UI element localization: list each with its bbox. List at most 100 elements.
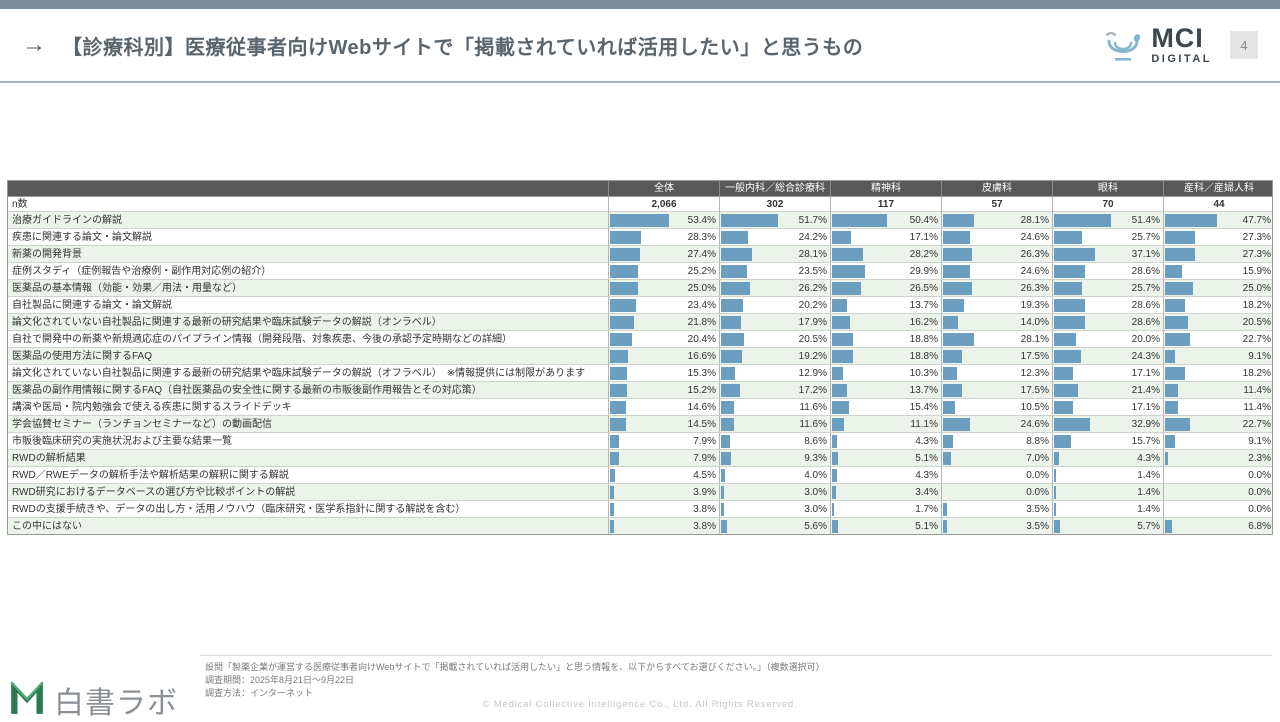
row-label: 自社製品に関連する論文・論文解説 bbox=[12, 300, 172, 311]
value: 15.2% bbox=[687, 385, 716, 396]
data-cell: 28.2% bbox=[830, 246, 941, 262]
bar bbox=[721, 248, 752, 261]
data-cell: 37.1% bbox=[1052, 246, 1163, 262]
data-cell: 28.1% bbox=[719, 246, 830, 262]
bar bbox=[832, 231, 851, 244]
bar bbox=[721, 435, 731, 448]
bar bbox=[610, 452, 619, 465]
data-cell: 7.0% bbox=[941, 450, 1052, 466]
value: 27.3% bbox=[1242, 232, 1271, 243]
value: 1.4% bbox=[1137, 470, 1160, 481]
bar bbox=[943, 316, 959, 329]
value: 0.0% bbox=[1248, 504, 1271, 515]
value: 18.2% bbox=[1242, 300, 1271, 311]
n-value: 2,066 bbox=[608, 197, 719, 212]
bar bbox=[610, 486, 615, 499]
bar bbox=[832, 367, 844, 380]
data-cell: 0.0% bbox=[941, 484, 1052, 500]
bar bbox=[943, 435, 953, 448]
table-row: 治療ガイドラインの解説 53.4% 51.7% 50.4% 28.1% 51.4% 47.7… bbox=[8, 211, 1272, 228]
table-row: この中にはない 3.8% 5.6% 5.1% 3.5% 5.7% 6.8% bbox=[8, 517, 1272, 534]
page-number-badge: 4 bbox=[1230, 31, 1258, 59]
data-cell: 28.6% bbox=[1052, 314, 1163, 330]
row-label: 症例スタディ（症例報告や治療例・副作用対応例の紹介） bbox=[12, 266, 272, 277]
value: 19.2% bbox=[798, 351, 827, 362]
value: 20.4% bbox=[687, 334, 716, 345]
data-cell: 23.4% bbox=[608, 297, 719, 313]
value: 24.3% bbox=[1131, 351, 1160, 362]
arrow-icon: → bbox=[22, 31, 46, 58]
data-cell: 3.9% bbox=[608, 484, 719, 500]
table-row: 論文化されていない自社製品に関連する最新の研究結果や臨床試験データの解説（オフラ… bbox=[8, 364, 1272, 381]
data-cell: 26.3% bbox=[941, 280, 1052, 296]
data-cell: 10.5% bbox=[941, 399, 1052, 415]
value: 3.0% bbox=[804, 487, 827, 498]
value: 12.9% bbox=[798, 368, 827, 379]
survey-result-table: 全体 一般内科／総合診療科 精神科 皮膚科 眼科 産科／産婦人科 n数 2,066 302 117… bbox=[7, 180, 1273, 535]
bar bbox=[721, 401, 734, 414]
top-accent-band bbox=[0, 0, 1280, 9]
bar bbox=[1165, 282, 1193, 295]
bar bbox=[610, 401, 627, 414]
value: 25.2% bbox=[687, 266, 716, 277]
bar bbox=[943, 350, 963, 363]
bar bbox=[610, 384, 627, 397]
value: 15.9% bbox=[1242, 266, 1271, 277]
bar bbox=[1054, 486, 1056, 499]
data-cell: 24.2% bbox=[719, 229, 830, 245]
survey-question-note: 設問「製薬企業が運営する医療従事者向けWebサイトで「掲載されていれば活用したい… bbox=[205, 662, 825, 672]
bar bbox=[832, 486, 836, 499]
bar bbox=[1054, 452, 1059, 465]
value: 3.8% bbox=[693, 504, 716, 515]
column-header: 全体 bbox=[608, 181, 719, 196]
data-cell: 8.6% bbox=[719, 433, 830, 449]
bar bbox=[1165, 231, 1196, 244]
value: 11.1% bbox=[910, 419, 938, 430]
data-cell: 4.3% bbox=[1052, 450, 1163, 466]
bar bbox=[1165, 350, 1175, 363]
bar bbox=[610, 367, 627, 380]
bar bbox=[1054, 299, 1086, 312]
data-cell: 17.5% bbox=[941, 382, 1052, 398]
value: 11.6% bbox=[799, 402, 827, 413]
bar bbox=[1054, 231, 1083, 244]
data-cell: 9.1% bbox=[1163, 433, 1274, 449]
bar bbox=[1054, 503, 1056, 516]
data-cell: 13.7% bbox=[830, 382, 941, 398]
data-cell: 28.3% bbox=[608, 229, 719, 245]
row-label: 論文化されていない自社製品に関連する最新の研究結果や臨床試験データの解説（オンラ… bbox=[12, 317, 442, 328]
row-label: 新薬の開発背景 bbox=[12, 249, 82, 260]
bar bbox=[1054, 316, 1086, 329]
n-value: 70 bbox=[1052, 197, 1163, 212]
data-cell: 6.8% bbox=[1163, 518, 1274, 534]
bar bbox=[721, 265, 747, 278]
value: 11.4% bbox=[1243, 402, 1271, 413]
value: 8.6% bbox=[804, 436, 827, 447]
data-cell: 0.0% bbox=[1163, 467, 1274, 483]
value: 2.3% bbox=[1248, 453, 1271, 464]
bar bbox=[610, 316, 634, 329]
value: 18.2% bbox=[1242, 368, 1271, 379]
data-cell: 24.3% bbox=[1052, 348, 1163, 364]
data-cell: 8.8% bbox=[941, 433, 1052, 449]
value: 23.5% bbox=[798, 266, 827, 277]
value: 24.2% bbox=[798, 232, 827, 243]
value: 22.7% bbox=[1242, 334, 1271, 345]
value: 14.0% bbox=[1020, 317, 1049, 328]
data-cell: 11.6% bbox=[719, 416, 830, 432]
value: 28.2% bbox=[909, 249, 938, 260]
value: 3.5% bbox=[1026, 504, 1049, 515]
data-cell: 17.2% bbox=[719, 382, 830, 398]
value: 24.6% bbox=[1020, 266, 1049, 277]
data-cell: 16.2% bbox=[830, 314, 941, 330]
table-row: 自社で開発中の新薬や新規適応症のパイプライン情報（開発段階、対象疾患、今後の承認… bbox=[8, 330, 1272, 347]
table-row: 医薬品の使用方法に関するFAQ 16.6% 19.2% 18.8% 17.5% 24.3%… bbox=[8, 347, 1272, 364]
table-row: RWD／RWEデータの解析手法や解析結果の解釈に関する解説 4.5% 4.0% 4.3… bbox=[8, 466, 1272, 483]
bar bbox=[610, 214, 669, 227]
data-cell: 28.1% bbox=[941, 212, 1052, 228]
data-cell: 14.0% bbox=[941, 314, 1052, 330]
bar bbox=[943, 231, 971, 244]
table-row: 医薬品の副作用情報に関するFAQ（自社医薬品の安全性に関する最新の市販後副作用報… bbox=[8, 381, 1272, 398]
data-cell: 51.4% bbox=[1052, 212, 1163, 228]
data-cell: 4.3% bbox=[830, 433, 941, 449]
